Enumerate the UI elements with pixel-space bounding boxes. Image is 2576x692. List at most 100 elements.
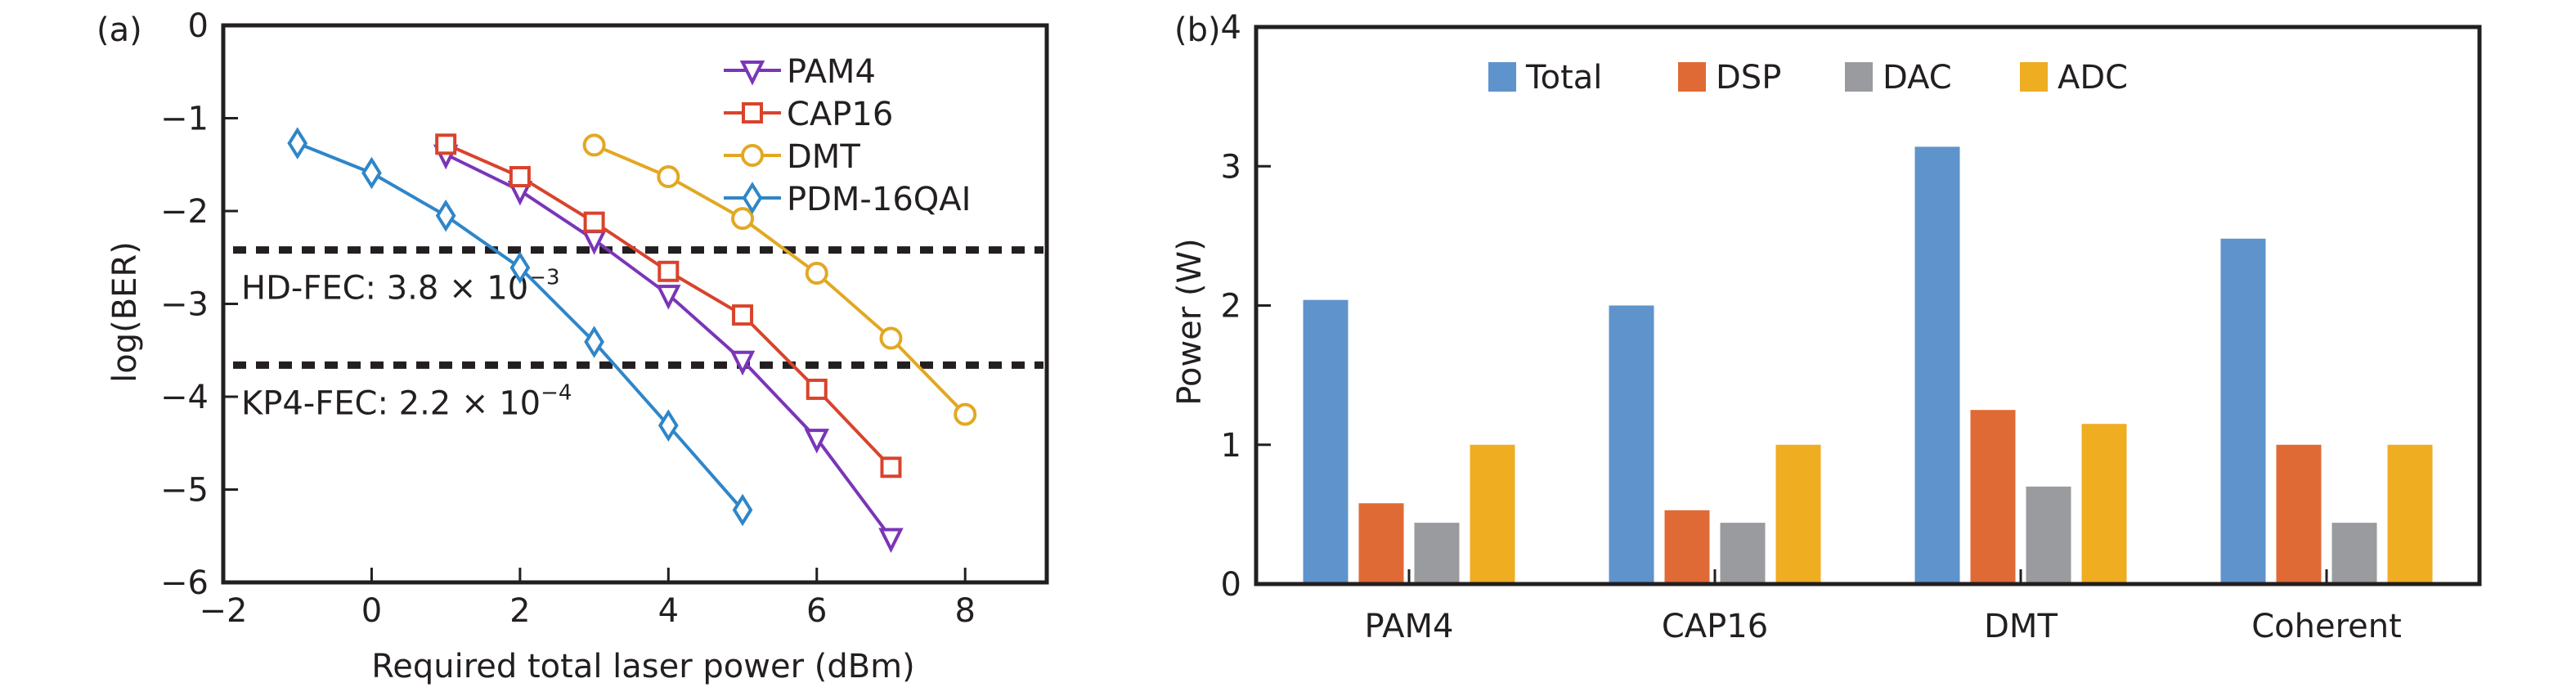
hd-fec-label: HD-FEC: 3.8 × 10−3 (241, 266, 560, 308)
data-point (878, 528, 904, 553)
x-axis-ticks: PAM4 CAP16 DMT Coherent (1365, 569, 2402, 645)
legend-swatch (2020, 62, 2048, 92)
x-tick-label: 6 (806, 592, 827, 630)
bar-dac (1720, 523, 1766, 584)
annotation-exponent: −4 (541, 380, 572, 405)
legend-label: PDM-16QAI (787, 181, 971, 218)
series-pam4 (433, 144, 904, 553)
y-tick-label: 0 (1221, 566, 1241, 604)
y-tick-label: −5 (160, 472, 209, 510)
data-point (583, 211, 605, 233)
data-point (657, 409, 679, 442)
legend-item-dac: DAC (1845, 59, 1952, 97)
bar-dac (2331, 523, 2377, 584)
legend-marker (742, 182, 763, 214)
x-tick-label: CAP16 (1662, 608, 1768, 645)
bar-total (2220, 238, 2266, 584)
bar-total (1609, 305, 1654, 584)
y-tick-label: 3 (1221, 148, 1241, 186)
legend-label: DAC (1883, 59, 1952, 97)
legend-item-dmt: DMT (724, 138, 860, 176)
series-line (593, 143, 967, 416)
legend-marker (742, 102, 763, 124)
legend-item-total: Total (1488, 59, 1602, 97)
data-point (287, 127, 308, 160)
legend-label: Total (1525, 59, 1602, 97)
bar-group-coherent (2220, 238, 2433, 584)
bar-dsp (2276, 444, 2322, 584)
x-tick-label: Coherent (2251, 608, 2402, 645)
y-tick-label: 0 (188, 7, 209, 45)
data-point (732, 304, 754, 326)
kp4-fec-label: KP4-FEC: 2.2 × 10−4 (241, 380, 572, 422)
legend: Total DSP DAC ADC (1488, 59, 2128, 97)
bar-adc (2387, 444, 2433, 584)
panel-a-label: (a) (96, 11, 142, 49)
reference-lines: HD-FEC: 3.8 × 10−3 KP4-FEC: 2.2 × 10−4 (233, 246, 1043, 422)
y-tick-label: 4 (1221, 9, 1241, 47)
data-point (880, 456, 902, 479)
data-point (879, 326, 903, 350)
y-tick-label: −3 (160, 286, 209, 324)
legend-label: PAM4 (787, 53, 876, 91)
x-tick-label: DMT (1984, 608, 2058, 645)
data-point (954, 402, 977, 426)
legend-label: DSP (1716, 59, 1781, 97)
bar-adc (2081, 424, 2127, 584)
data-point (435, 199, 456, 232)
x-axis-title: Required total laser power (dBm) (371, 648, 915, 685)
bar-total (1303, 299, 1349, 584)
legend-item-pdm-16qai: PDM-16QAI (724, 181, 971, 218)
y-axis-ticks: 0 1 2 3 4 (1221, 9, 1271, 604)
y-tick-label: −2 (160, 193, 209, 231)
y-axis-ticks: 0 −1 −2 −3 −4 −5 −6 (160, 7, 238, 602)
x-tick-label: −2 (200, 592, 248, 630)
legend-label: CAP16 (787, 96, 893, 133)
data-point (656, 285, 681, 310)
data-point (657, 260, 680, 282)
series-pdm-16qai (287, 127, 753, 527)
data-point (584, 326, 604, 358)
x-axis-ticks: −2 0 2 4 6 8 (200, 568, 976, 630)
legend-item-dsp: DSP (1678, 59, 1781, 97)
legend-marker (741, 144, 764, 167)
legend: PAM4 CAP16 DMT PDM-16QAI (724, 53, 971, 218)
data-point (732, 493, 753, 527)
data-point (729, 350, 756, 376)
legend-swatch (1845, 62, 1873, 92)
annotation-text: HD-FEC: 3.8 × 10 (241, 270, 528, 308)
legend-item-pam4: PAM4 (724, 53, 876, 91)
data-point (804, 429, 830, 454)
data-point (731, 207, 755, 231)
series-group (287, 127, 977, 553)
legend-item-adc: ADC (2020, 59, 2128, 97)
y-tick-label: 1 (1221, 427, 1241, 465)
bar-total (1914, 146, 1960, 585)
y-axis-title: log(BER) (106, 241, 144, 383)
bar-dac (2026, 486, 2071, 584)
panel-b-bar-chart: (b) PAM4 CAP16 DMT Coherent 0 1 2 3 4 Power (W)… (1171, 9, 2482, 645)
data-point (806, 378, 828, 400)
panel-b-label: (b) (1174, 11, 1221, 49)
data-point (435, 133, 457, 155)
y-tick-label: 2 (1221, 288, 1241, 326)
legend-item-cap16: CAP16 (724, 96, 893, 133)
y-tick-label: −6 (160, 564, 209, 602)
x-tick-label: 8 (954, 592, 975, 630)
data-point (509, 251, 531, 285)
bar-dsp (1970, 410, 2016, 584)
data-point (657, 165, 680, 189)
y-tick-label: −4 (160, 379, 209, 416)
x-tick-label: 2 (509, 592, 530, 630)
data-point (582, 133, 606, 157)
series-dmt (582, 133, 977, 426)
bar-dsp (1664, 510, 1710, 584)
annotation-text: KP4-FEC: 2.2 × 10 (241, 384, 541, 422)
bars-group (1303, 146, 2433, 585)
bar-adc (1775, 444, 1821, 584)
bar-group-dmt (1914, 146, 2127, 585)
data-point (805, 262, 828, 285)
legend-marker (739, 61, 765, 86)
